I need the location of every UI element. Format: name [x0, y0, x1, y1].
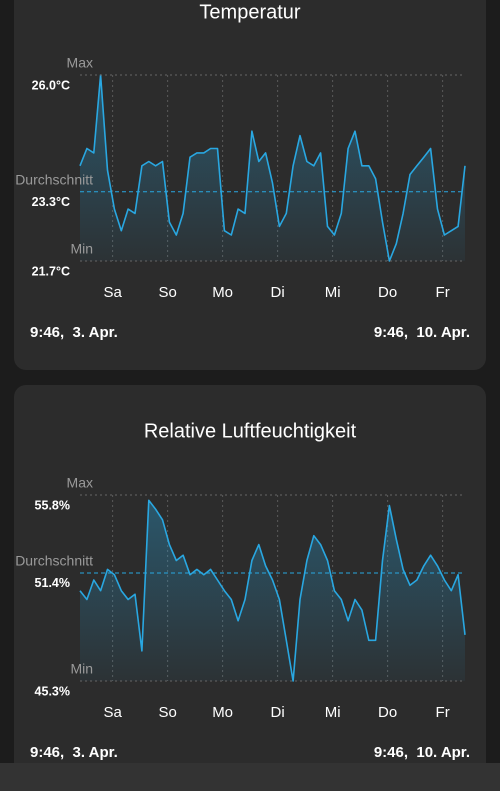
x-tick-label: Do	[378, 704, 397, 721]
x-tick-label: Mo	[212, 704, 233, 721]
x-tick-label: Sa	[103, 704, 122, 721]
x-tick-label: Fr	[436, 284, 450, 301]
reference-name: Max	[67, 475, 93, 491]
x-tick-label: Di	[271, 284, 285, 301]
x-tick-label: Di	[271, 704, 285, 721]
bottom-bar	[0, 763, 500, 791]
chart-title: Relative Luftfeuchtigkeit	[144, 420, 357, 442]
line	[79, 499, 466, 682]
x-tick-label: Do	[378, 284, 397, 301]
start-date: 9:46, 3. Apr.	[30, 744, 118, 761]
x-tick-label: Mi	[325, 704, 341, 721]
x-tick-label: Sa	[103, 284, 122, 301]
x-tick-label: So	[158, 704, 176, 721]
y-tick-label: 23.3°C	[32, 195, 70, 209]
y-tick-label: 26.0°C	[32, 78, 70, 92]
line	[79, 74, 466, 262]
y-tick-label: 21.7°C	[32, 264, 70, 278]
reference-name: Min	[70, 661, 93, 677]
y-tick-label: 55.8%	[35, 498, 70, 512]
chart-title: Temperatur	[199, 1, 300, 23]
y-tick-label: 51.4%	[35, 576, 70, 590]
reference-name: Durchschnitt	[15, 553, 93, 569]
x-tick-label: Fr	[436, 704, 450, 721]
y-tick-label: 45.3%	[35, 684, 70, 698]
chart: Temperatur Sa So Mo Di Mi Do Fr Max 26.0°C Durchsc…	[15, 1, 470, 341]
end-date: 9:46, 10. Apr.	[374, 744, 470, 761]
x-tick-label: Mo	[212, 284, 233, 301]
reference-name: Min	[70, 241, 93, 257]
end-date: 9:46, 10. Apr.	[374, 324, 470, 341]
reference-name: Durchschnitt	[15, 171, 93, 187]
area	[80, 75, 465, 261]
chart: Relative Luftfeuchtigkeit Sa So Mo Di Mi Do Fr M…	[15, 420, 470, 761]
x-tick-label: So	[158, 284, 176, 301]
x-tick-label: Mi	[325, 284, 341, 301]
reference-name: Max	[67, 55, 93, 71]
area	[80, 500, 465, 681]
start-date: 9:46, 3. Apr.	[30, 324, 118, 341]
